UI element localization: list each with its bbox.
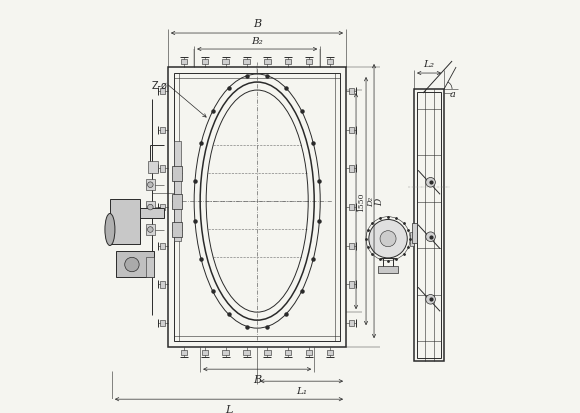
Bar <box>160 204 165 211</box>
Bar <box>138 209 164 219</box>
Bar <box>172 195 182 209</box>
Bar <box>349 166 354 172</box>
Circle shape <box>147 183 153 188</box>
Bar <box>174 141 181 241</box>
Text: D₂: D₂ <box>367 197 375 206</box>
Bar <box>110 200 140 244</box>
Bar <box>146 180 155 191</box>
Bar <box>306 351 313 355</box>
Circle shape <box>426 233 436 242</box>
Bar <box>160 89 165 95</box>
Bar <box>168 68 346 347</box>
Bar <box>160 320 165 327</box>
Bar <box>264 60 271 65</box>
Circle shape <box>426 178 436 188</box>
Ellipse shape <box>105 214 115 246</box>
Bar <box>285 60 292 65</box>
Bar <box>160 282 165 288</box>
Bar <box>414 90 444 361</box>
Bar <box>202 60 208 65</box>
Text: L₂: L₂ <box>423 60 434 69</box>
Circle shape <box>426 295 436 304</box>
Bar <box>349 127 354 133</box>
Bar <box>174 74 340 341</box>
Bar <box>327 351 333 355</box>
Bar <box>244 60 250 65</box>
Bar <box>327 60 333 65</box>
Bar <box>160 243 165 249</box>
Bar <box>244 351 250 355</box>
Circle shape <box>147 227 153 233</box>
Bar <box>306 60 313 65</box>
Bar <box>172 223 182 237</box>
Bar <box>412 224 417 244</box>
Text: B: B <box>253 374 261 384</box>
Text: L₁: L₁ <box>296 386 307 395</box>
Bar <box>264 351 271 355</box>
Bar <box>349 282 354 288</box>
Bar <box>417 93 441 358</box>
Bar <box>172 167 182 181</box>
Bar <box>223 351 229 355</box>
Bar <box>410 232 414 246</box>
Circle shape <box>125 258 139 272</box>
Bar <box>349 320 354 327</box>
Text: a: a <box>450 89 456 98</box>
Bar <box>160 127 165 133</box>
Circle shape <box>147 205 153 210</box>
Bar <box>181 60 187 65</box>
Bar <box>181 351 187 355</box>
Text: L: L <box>225 404 233 413</box>
Bar <box>116 252 154 278</box>
Text: 1550: 1550 <box>357 192 365 211</box>
Bar <box>146 202 155 213</box>
Bar <box>349 89 354 95</box>
Text: B₂: B₂ <box>251 37 263 46</box>
Bar <box>349 204 354 211</box>
Bar <box>349 243 354 249</box>
Bar <box>378 266 398 273</box>
Bar <box>160 166 165 172</box>
Circle shape <box>380 231 396 247</box>
Bar <box>202 351 208 355</box>
Circle shape <box>369 220 407 258</box>
Bar <box>285 351 292 355</box>
Bar <box>146 257 154 278</box>
Bar <box>148 162 158 174</box>
Text: Z-ø: Z-ø <box>152 81 168 91</box>
Text: B: B <box>253 19 261 29</box>
Bar <box>223 60 229 65</box>
Bar <box>146 224 155 235</box>
Text: D: D <box>375 198 384 205</box>
